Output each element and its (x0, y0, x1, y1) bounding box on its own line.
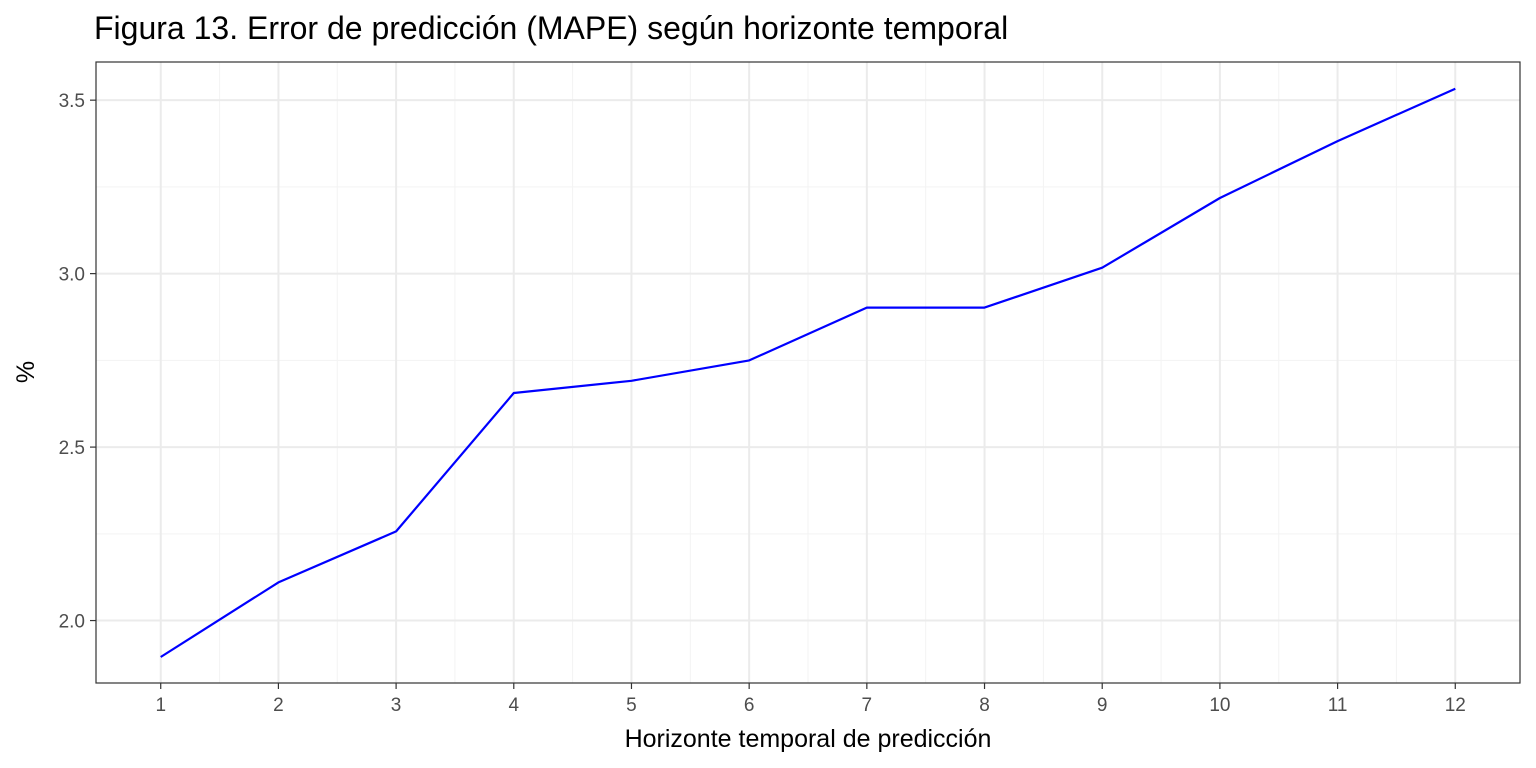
x-tick-label: 9 (1097, 695, 1108, 716)
y-tick-label: 3.0 (59, 265, 85, 286)
x-tick-label: 2 (273, 695, 284, 716)
x-tick-label: 6 (744, 695, 755, 716)
x-tick-label: 8 (979, 695, 990, 716)
x-tick-label: 1 (155, 695, 166, 716)
x-tick-label: 7 (862, 695, 873, 716)
x-tick-label: 4 (508, 695, 519, 716)
y-axis-title: % (12, 361, 40, 383)
y-tick-label: 2.5 (59, 438, 85, 459)
panel-border (95, 61, 1521, 684)
y-axis: 2.0 2.5 3.0 3.5 (59, 91, 96, 633)
series-layer (160, 87, 1456, 658)
chart-title: Figura 13. Error de predicción (MAPE) se… (94, 10, 1008, 46)
x-axis: 1 2 3 4 5 6 7 8 9 10 11 12 (155, 683, 1466, 716)
x-tick-label: 10 (1209, 695, 1230, 716)
y-tick-label: 2.0 (59, 612, 85, 633)
x-tick-label: 12 (1445, 695, 1466, 716)
x-axis-title: Horizonte temporal de predicción (625, 725, 992, 753)
x-tick-label: 3 (391, 695, 402, 716)
grid (96, 62, 1520, 683)
x-tick-label: 11 (1328, 695, 1348, 716)
x-tick-label: 5 (626, 695, 637, 716)
y-tick-label: 3.5 (59, 91, 85, 112)
series-line-0 (160, 87, 1456, 658)
